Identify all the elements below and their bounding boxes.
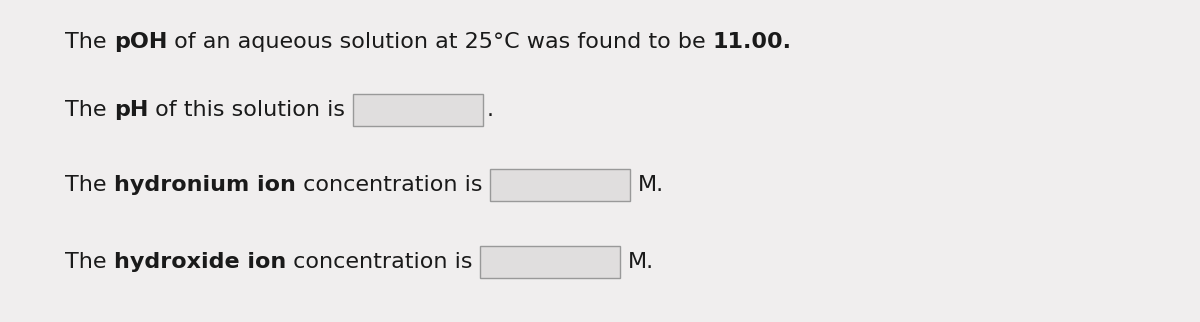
Text: .: . [487,100,494,120]
Text: hydroxide ion: hydroxide ion [114,252,286,272]
Text: pH: pH [114,100,148,120]
Text: hydronium ion: hydronium ion [114,175,295,195]
Text: concentration is: concentration is [295,175,482,195]
FancyBboxPatch shape [353,94,482,126]
Text: The: The [65,252,114,272]
Text: concentration is: concentration is [286,252,473,272]
Text: M.: M. [638,175,664,195]
Text: of this solution is: of this solution is [148,100,346,120]
Text: The: The [65,175,114,195]
FancyBboxPatch shape [480,246,620,278]
Text: 11.00.: 11.00. [713,32,792,52]
Text: The: The [65,100,114,120]
Text: of an aqueous solution at 25°C was found to be: of an aqueous solution at 25°C was found… [167,32,713,52]
Text: pOH: pOH [114,32,167,52]
Text: The: The [65,32,114,52]
FancyBboxPatch shape [490,169,630,201]
Text: M.: M. [629,252,654,272]
